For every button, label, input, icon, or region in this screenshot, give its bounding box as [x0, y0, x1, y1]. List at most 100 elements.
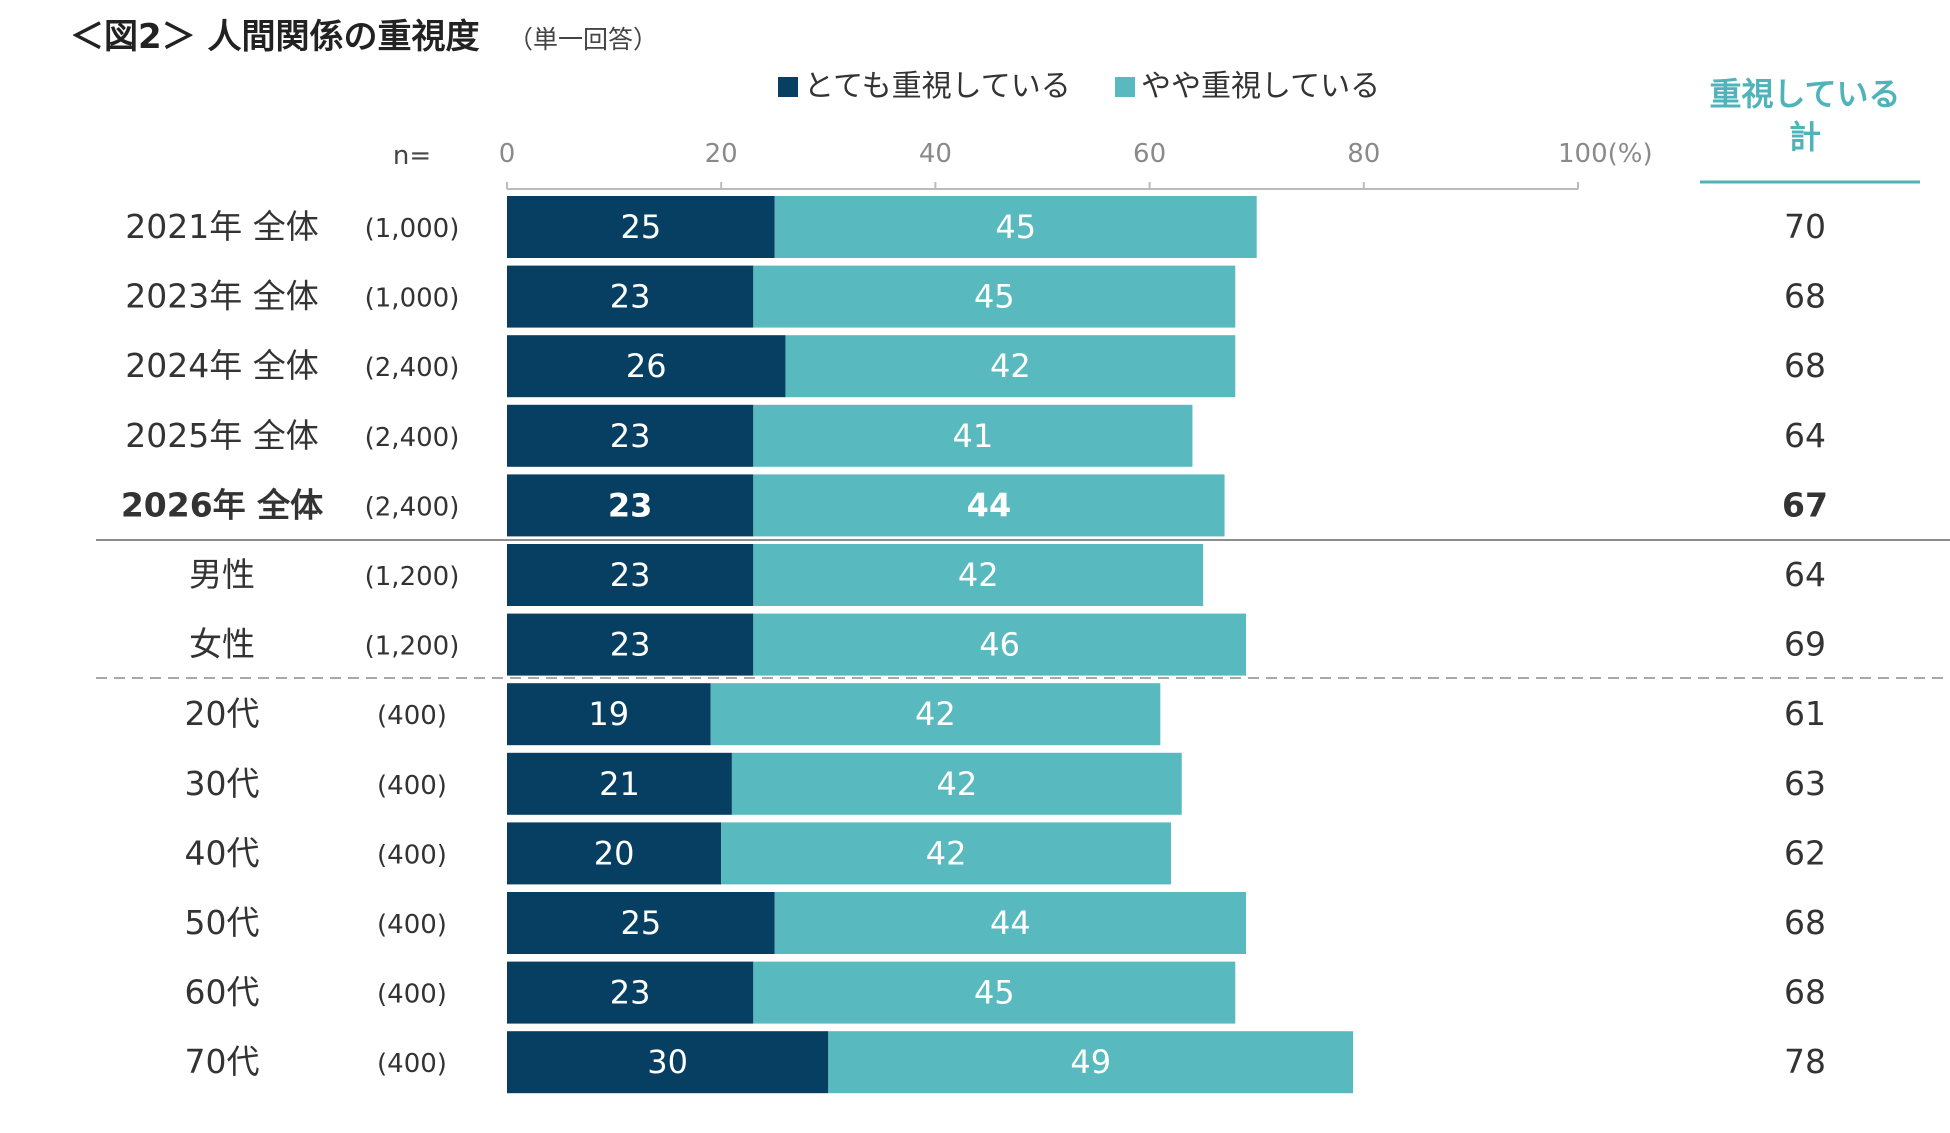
row-label: 2021年 全体 [125, 207, 318, 246]
x-tick-label: 100(%) [1558, 139, 1653, 169]
bar-segment-somewhat [828, 1031, 1354, 1094]
bar-value-label: 30 [647, 1043, 688, 1081]
bar-value-label: 42 [936, 765, 977, 803]
row-n: (400) [377, 771, 447, 801]
row-label: 男性 [189, 555, 255, 594]
chart-subtitle: （単一回答） [508, 25, 658, 54]
row-n: (1,200) [365, 562, 460, 592]
legend-swatch-1 [778, 77, 798, 97]
row-n: (2,400) [365, 492, 460, 522]
x-tick-label: 80 [1347, 139, 1380, 169]
total-value: 69 [1784, 625, 1826, 664]
bar-row: 60代 (400) 23 45 68 [185, 961, 1826, 1024]
bar-value-label: 42 [958, 556, 999, 594]
x-tick-label: 40 [919, 139, 952, 169]
total-value: 68 [1784, 903, 1826, 942]
row-n: (2,400) [365, 353, 460, 383]
bar-segment-somewhat [774, 196, 1257, 258]
bar-row: 40代 (400) 20 42 62 [185, 822, 1826, 885]
legend-label-2: やや重視している [1141, 69, 1380, 104]
total-value: 64 [1784, 555, 1826, 594]
bar-segment-very [507, 196, 775, 258]
bar-segment-very [507, 683, 711, 746]
row-label: 2025年 全体 [125, 416, 318, 455]
chart-title: ＜図2＞ 人間関係の重視度 [70, 17, 480, 57]
total-value: 61 [1784, 694, 1826, 733]
bar-row: 2023年 全体 (1,000) 23 45 68 [125, 265, 1826, 328]
bar-rows: 2021年 全体 (1,000) 25 45 70 2023年 全体 (1,000) 23 45… [121, 196, 1828, 1094]
row-n: (1,000) [365, 284, 460, 314]
row-label: 2023年 全体 [125, 277, 318, 316]
row-n: (1,200) [365, 632, 460, 662]
bar-row: 2024年 全体 (2,400) 26 42 68 [125, 335, 1826, 398]
bar-row: 50代 (400) 25 44 68 [185, 892, 1826, 954]
total-value: 68 [1784, 277, 1826, 316]
row-label: 50代 [185, 903, 260, 942]
bar-segment-very [507, 474, 754, 537]
bar-value-label: 44 [967, 486, 1012, 524]
total-value: 68 [1784, 346, 1826, 385]
row-label: 女性 [189, 625, 255, 664]
x-tick-label: 0 [499, 139, 516, 169]
row-n: (400) [377, 701, 447, 731]
total-value: 68 [1784, 973, 1826, 1012]
bar-segment-very [507, 892, 775, 954]
bar-value-label: 23 [610, 626, 651, 664]
n-header: n= [393, 141, 431, 171]
bar-segment-somewhat [721, 822, 1172, 885]
total-value: 64 [1784, 416, 1826, 455]
bar-segment-somewhat [753, 613, 1246, 676]
bar-value-label: 42 [926, 834, 967, 872]
row-label: 40代 [185, 833, 260, 872]
legend: とても重視している やや重視している [778, 69, 1380, 104]
bar-segment-very [507, 822, 722, 885]
total-value: 78 [1784, 1042, 1826, 1081]
total-header-line1: 重視している [1709, 75, 1900, 113]
x-tick-label: 60 [1133, 139, 1166, 169]
bar-value-label: 23 [610, 556, 651, 594]
bar-row: 70代 (400) 30 49 78 [185, 1031, 1826, 1094]
bar-segment-very [507, 613, 754, 676]
bar-segment-very [507, 961, 754, 1024]
bar-value-label: 23 [610, 974, 651, 1012]
bar-value-label: 20 [594, 834, 635, 872]
bar-value-label: 25 [621, 904, 662, 942]
x-tick-label: 20 [705, 139, 738, 169]
bar-row: 30代 (400) 21 42 63 [185, 752, 1826, 815]
bar-segment-somewhat [753, 474, 1225, 537]
row-label: 2024年 全体 [125, 346, 318, 385]
bar-segment-somewhat [753, 961, 1236, 1024]
bar-segment-very [507, 265, 754, 328]
bar-segment-very [507, 544, 754, 606]
bar-value-label: 45 [974, 278, 1015, 316]
bar-value-label: 42 [990, 347, 1031, 385]
bar-value-label: 44 [990, 904, 1031, 942]
row-n: (2,400) [365, 423, 460, 453]
row-n: (400) [377, 840, 447, 870]
bar-segment-very [507, 1031, 829, 1094]
bar-segment-very [507, 335, 786, 398]
bar-value-label: 41 [953, 417, 994, 455]
bar-value-label: 45 [995, 208, 1036, 246]
legend-swatch-2 [1115, 77, 1135, 97]
total-value: 63 [1784, 764, 1826, 803]
row-n: (400) [377, 1049, 447, 1079]
bar-segment-somewhat [753, 404, 1193, 467]
bar-row: 2026年 全体 (2,400) 23 44 67 [121, 474, 1828, 537]
total-header: 重視している 計 [1700, 75, 1920, 184]
bar-segment-somewhat [731, 752, 1182, 815]
bar-row: 2021年 全体 (1,000) 25 45 70 [125, 196, 1826, 258]
bar-value-label: 25 [621, 208, 662, 246]
bar-value-label: 45 [974, 974, 1015, 1012]
bar-value-label: 49 [1070, 1043, 1111, 1081]
row-label: 70代 [185, 1042, 260, 1081]
bar-segment-very [507, 752, 732, 815]
bar-value-label: 26 [626, 347, 667, 385]
bar-segment-somewhat [753, 265, 1236, 328]
row-label: 30代 [185, 764, 260, 803]
bar-value-label: 46 [979, 626, 1020, 664]
bar-value-label: 42 [915, 695, 956, 733]
bar-value-label: 23 [610, 417, 651, 455]
bar-segment-somewhat [774, 892, 1246, 954]
